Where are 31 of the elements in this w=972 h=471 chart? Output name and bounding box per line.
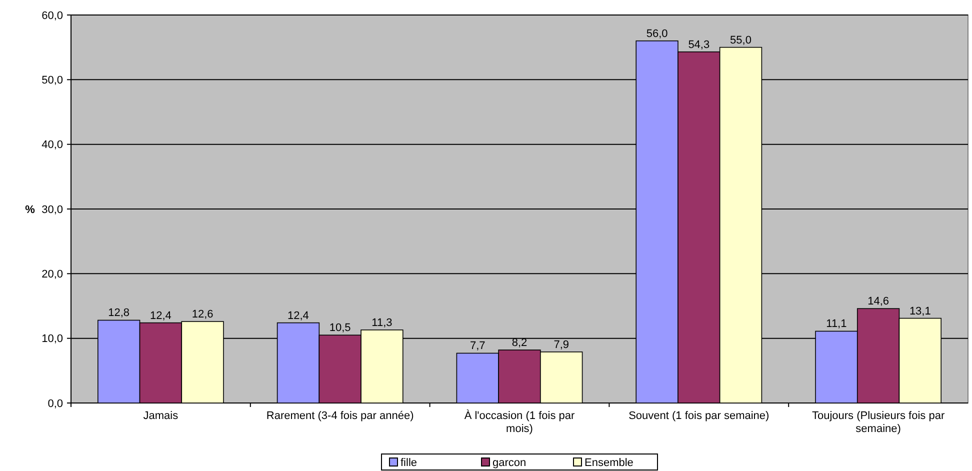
x-tick-label: Rarement (3-4 fois par année) xyxy=(266,410,414,422)
legend-label: garcon xyxy=(492,456,526,469)
y-tick-label: 20,0 xyxy=(42,268,63,281)
data-label: 8,2 xyxy=(512,336,528,349)
data-label: 7,7 xyxy=(470,340,486,352)
y-axis-title: % xyxy=(25,204,36,216)
x-tick-label: Souvent (1 fois par semaine) xyxy=(628,410,770,422)
data-label: 7,9 xyxy=(554,338,570,351)
data-label: 12,6 xyxy=(192,308,214,321)
data-label: 55,0 xyxy=(730,34,752,46)
y-tick-label: 40,0 xyxy=(42,139,63,152)
data-label: 11,3 xyxy=(372,316,392,329)
x-tick-label: Jamais xyxy=(143,410,179,422)
legend-label: fille xyxy=(400,456,418,469)
data-label: 11,1 xyxy=(826,318,847,330)
legend-label: Ensemble xyxy=(584,456,634,469)
data-label: 12,8 xyxy=(108,307,130,320)
data-label: 12,4 xyxy=(288,310,309,322)
data-label: 54,3 xyxy=(688,38,710,51)
data-label: 14,6 xyxy=(868,296,890,308)
y-tick-label: 10,0 xyxy=(42,333,63,346)
y-tick-label: 30,0 xyxy=(42,204,63,216)
data-label: 56,0 xyxy=(646,28,668,40)
y-tick-label: 50,0 xyxy=(42,74,63,87)
y-tick-label: 60,0 xyxy=(42,10,63,22)
data-label: 12,4 xyxy=(150,310,172,322)
x-tick-label: Toujours (Plusieurs fois par semaine) xyxy=(812,410,945,435)
y-tick-label: 0,0 xyxy=(48,398,63,410)
x-tick-label: À l'occasion (1 fois par mois) xyxy=(464,409,575,435)
data-label: 10,5 xyxy=(329,322,351,334)
data-label: 13,1 xyxy=(909,305,931,318)
